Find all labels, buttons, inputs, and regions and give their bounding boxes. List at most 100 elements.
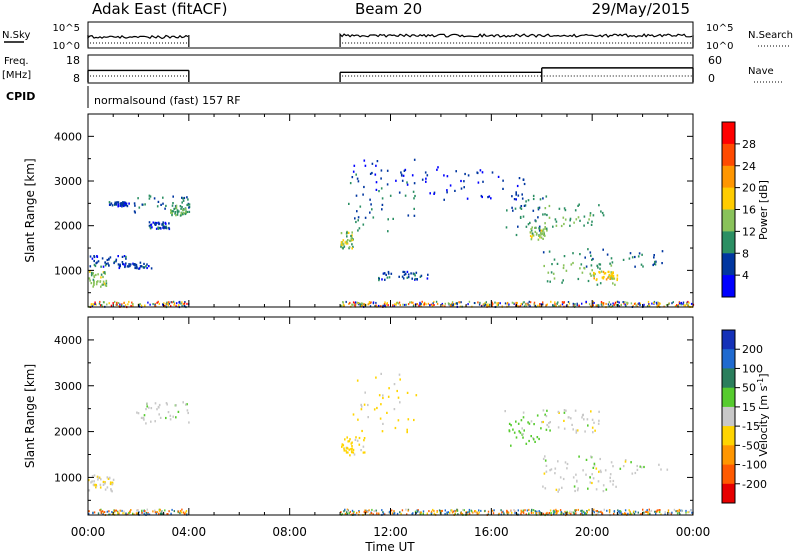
echo-cell [480, 509, 482, 512]
echo-cell [532, 437, 534, 440]
echo-cell [168, 222, 170, 225]
echo-cell [610, 303, 612, 306]
echo-cell [139, 261, 142, 264]
echo-cell [602, 277, 605, 280]
echo-cell [430, 512, 433, 514]
echo-cell [146, 402, 148, 405]
echo-cell [591, 426, 594, 429]
echo-cell [356, 511, 358, 514]
echo-cell [511, 206, 513, 209]
echo-cell [101, 304, 103, 307]
echo-cell [538, 510, 540, 513]
echo-cell [648, 508, 650, 511]
echo-cell [472, 511, 474, 514]
colorbar-swatch [722, 165, 735, 189]
echo-cell [375, 509, 377, 512]
echo-cell [105, 511, 107, 514]
echo-cell [528, 508, 530, 511]
echo-cell [521, 197, 524, 200]
echo-cell [483, 303, 485, 306]
echo-cell [179, 214, 182, 217]
echo-cell [535, 233, 538, 236]
echo-cell [381, 278, 383, 281]
echo-cell [381, 208, 383, 211]
echo-cell [583, 215, 586, 218]
echo-cell [386, 276, 389, 279]
echo-cell [157, 227, 160, 230]
echo-cell [421, 178, 424, 181]
echo-cell [582, 413, 584, 416]
echo-cell [655, 260, 657, 263]
echo-cell [88, 510, 90, 513]
echo-cell [600, 270, 603, 273]
echo-cell [160, 203, 162, 206]
echo-cell [144, 510, 146, 512]
echo-cell [688, 510, 690, 513]
echo-cell [659, 302, 661, 305]
echo-cell [448, 303, 450, 305]
echo-cell [354, 302, 356, 305]
echo-cell [406, 431, 408, 434]
echo-cell [166, 301, 168, 304]
echo-cell [690, 509, 692, 512]
echo-cell [576, 489, 579, 492]
echo-cell [610, 277, 613, 280]
colorbar-tick-label: 200 [742, 343, 763, 356]
echo-cell [382, 304, 384, 307]
echo-cell [625, 305, 627, 308]
echo-cell [146, 508, 148, 511]
echo-cell [125, 255, 127, 258]
echo-cell [380, 305, 382, 308]
echo-cell [481, 305, 483, 308]
echo-cell [588, 508, 590, 511]
echo-cell [413, 207, 415, 210]
echo-cell [513, 431, 516, 434]
echo-cell [589, 214, 592, 217]
echo-cell [538, 227, 540, 230]
echo-cell [577, 508, 579, 511]
echo-cell [601, 302, 603, 305]
echo-cell [356, 210, 358, 213]
echo-cell [585, 265, 588, 268]
echo-cell [186, 409, 189, 412]
echo-cell [376, 406, 378, 410]
echo-cell [89, 279, 91, 282]
echo-cell [520, 509, 522, 512]
echo-cell [346, 508, 349, 511]
echo-cell [425, 177, 427, 180]
echo-cell [455, 302, 458, 305]
echo-cell [119, 204, 121, 207]
echo-cell [646, 305, 649, 308]
echo-cell [524, 204, 527, 207]
echo-cell [174, 211, 177, 214]
echo-cell [135, 263, 138, 266]
echo-cell [182, 209, 184, 212]
echo-cell [633, 513, 636, 515]
echo-cell [491, 301, 493, 304]
echo-cell [132, 304, 134, 307]
echo-cell [168, 301, 170, 304]
echo-cell [352, 512, 354, 515]
echo-cell [457, 513, 459, 516]
echo-cell [580, 263, 583, 266]
echo-cell [396, 301, 398, 304]
echo-cell [678, 508, 680, 511]
echo-cell [94, 264, 97, 268]
echo-cell [122, 203, 125, 206]
echo-cell [531, 508, 533, 511]
echo-cell [342, 303, 345, 306]
echo-cell [468, 508, 471, 511]
echo-cell [496, 304, 498, 306]
echo-cell [121, 303, 123, 306]
echo-cell [615, 485, 617, 488]
echo-cell [110, 489, 113, 492]
echo-cell [534, 304, 537, 307]
echo-cell [124, 265, 126, 269]
echo-cell [640, 513, 642, 516]
echo-cell [170, 301, 172, 304]
echo-cell [404, 194, 407, 197]
colorbar-swatch [722, 406, 735, 427]
echo-cell [173, 302, 176, 305]
echo-cell [127, 265, 130, 268]
echo-region [118, 261, 153, 270]
